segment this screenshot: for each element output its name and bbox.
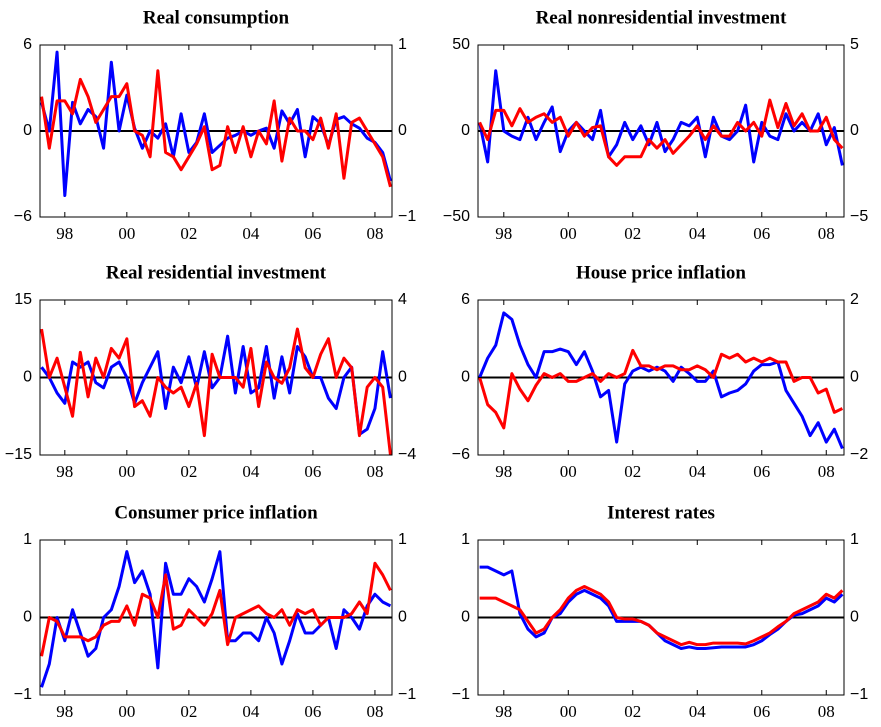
y2-tick-label: −2 bbox=[850, 446, 868, 463]
series-line bbox=[479, 585, 844, 647]
x-tick-label: 06 bbox=[753, 702, 770, 721]
y2-tick-label: 0 bbox=[398, 369, 407, 386]
y-tick-label: 15 bbox=[14, 291, 32, 308]
y-tick-label: 6 bbox=[461, 291, 470, 308]
y2-tick-label: 1 bbox=[850, 531, 859, 548]
y2-tick-label: 0 bbox=[398, 609, 407, 626]
series-line bbox=[40, 327, 392, 456]
y2-tick-label: 4 bbox=[398, 291, 407, 308]
y-tick-label: 0 bbox=[23, 122, 32, 139]
chart-title: House price inflation bbox=[576, 262, 746, 283]
y-tick-label: 0 bbox=[461, 609, 470, 626]
x-tick-label: 98 bbox=[56, 462, 73, 481]
y2-tick-label: −4 bbox=[398, 446, 416, 463]
x-tick-label: 08 bbox=[818, 702, 835, 721]
x-tick-label: 02 bbox=[624, 702, 641, 721]
x-tick-label: 00 bbox=[560, 462, 577, 481]
series-line bbox=[40, 334, 392, 436]
series-line bbox=[478, 69, 844, 166]
y-tick-label: 6 bbox=[23, 36, 32, 53]
series-line bbox=[478, 311, 844, 450]
x-tick-label: 02 bbox=[624, 462, 641, 481]
y2-tick-label: −1 bbox=[850, 686, 868, 703]
x-tick-label: 02 bbox=[180, 224, 197, 243]
y-tick-label: −6 bbox=[452, 446, 470, 463]
x-tick-label: 08 bbox=[366, 702, 383, 721]
x-tick-label: 06 bbox=[753, 462, 770, 481]
x-tick-label: 06 bbox=[753, 224, 770, 243]
y-tick-label: 0 bbox=[23, 369, 32, 386]
y2-tick-label: 2 bbox=[850, 291, 859, 308]
x-tick-label: 04 bbox=[242, 702, 260, 721]
series-line bbox=[40, 561, 392, 657]
chart-title: Real nonresidential investment bbox=[536, 7, 788, 28]
chart-title: Interest rates bbox=[607, 502, 715, 523]
chart-title: Real consumption bbox=[143, 7, 290, 28]
y-tick-label: −1 bbox=[452, 686, 470, 703]
x-tick-label: 98 bbox=[56, 702, 73, 721]
x-tick-label: 98 bbox=[495, 224, 512, 243]
y2-tick-label: 0 bbox=[850, 609, 859, 626]
y-tick-label: 0 bbox=[461, 122, 470, 139]
chart-title: Real residential investment bbox=[106, 262, 327, 283]
x-tick-label: 06 bbox=[304, 702, 321, 721]
y-tick-label: 1 bbox=[461, 531, 470, 548]
y2-tick-label: −1 bbox=[398, 208, 416, 225]
x-tick-label: 08 bbox=[818, 224, 835, 243]
x-tick-label: 08 bbox=[366, 462, 383, 481]
x-tick-label: 00 bbox=[118, 462, 135, 481]
y2-tick-label: 1 bbox=[398, 36, 407, 53]
x-tick-label: 00 bbox=[118, 224, 135, 243]
x-tick-label: 06 bbox=[304, 462, 321, 481]
x-tick-label: 08 bbox=[366, 224, 383, 243]
x-tick-label: 00 bbox=[560, 702, 577, 721]
x-tick-label: 02 bbox=[180, 702, 197, 721]
series-line bbox=[40, 550, 392, 688]
series-line bbox=[40, 69, 392, 188]
x-tick-label: 98 bbox=[495, 462, 512, 481]
x-tick-label: 04 bbox=[689, 224, 707, 243]
y-tick-label: 0 bbox=[461, 369, 470, 386]
chart-title: Consumer price inflation bbox=[114, 502, 318, 523]
y-tick-label: −50 bbox=[443, 208, 470, 225]
y2-tick-label: 0 bbox=[850, 122, 859, 139]
series-line bbox=[478, 348, 844, 430]
x-tick-label: 00 bbox=[560, 224, 577, 243]
y-tick-label: 50 bbox=[452, 36, 470, 53]
y-tick-label: 1 bbox=[23, 531, 32, 548]
x-tick-label: 02 bbox=[180, 462, 197, 481]
y-tick-label: −15 bbox=[5, 446, 32, 463]
y2-tick-label: 0 bbox=[398, 122, 407, 139]
y2-tick-label: −5 bbox=[850, 208, 868, 225]
x-tick-label: 02 bbox=[624, 224, 641, 243]
x-tick-label: 04 bbox=[689, 702, 707, 721]
x-tick-label: 98 bbox=[56, 224, 73, 243]
x-tick-label: 04 bbox=[242, 224, 260, 243]
y2-tick-label: −1 bbox=[398, 686, 416, 703]
x-tick-label: 04 bbox=[242, 462, 260, 481]
x-tick-label: 00 bbox=[118, 702, 135, 721]
y-tick-label: −6 bbox=[14, 208, 32, 225]
x-tick-label: 06 bbox=[304, 224, 321, 243]
series-line bbox=[478, 98, 844, 167]
x-tick-label: 08 bbox=[818, 462, 835, 481]
y-tick-label: 0 bbox=[23, 609, 32, 626]
y2-tick-label: 0 bbox=[850, 369, 859, 386]
y-tick-label: −1 bbox=[14, 686, 32, 703]
x-tick-label: 04 bbox=[689, 462, 707, 481]
y2-tick-label: 1 bbox=[398, 531, 407, 548]
y2-tick-label: 5 bbox=[850, 36, 859, 53]
x-tick-label: 98 bbox=[495, 702, 512, 721]
